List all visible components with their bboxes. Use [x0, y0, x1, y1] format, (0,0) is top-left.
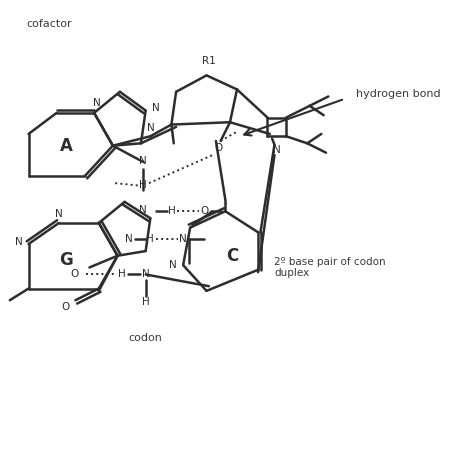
Text: codon: codon — [129, 333, 163, 343]
Text: cofactor: cofactor — [26, 19, 72, 29]
Text: N: N — [273, 146, 281, 155]
Text: H: H — [139, 181, 147, 191]
Text: G: G — [59, 251, 73, 269]
Text: hydrogen bond: hydrogen bond — [356, 89, 441, 99]
Text: O: O — [214, 143, 222, 153]
Text: N: N — [139, 205, 147, 215]
Text: O: O — [70, 270, 79, 280]
Text: N: N — [147, 123, 155, 133]
Text: H: H — [146, 234, 154, 244]
Text: 2º base pair of codon
duplex: 2º base pair of codon duplex — [274, 256, 386, 278]
Text: N: N — [15, 237, 23, 246]
Text: N: N — [139, 155, 147, 165]
Text: N: N — [55, 209, 63, 219]
Text: R1: R1 — [202, 56, 216, 66]
Text: O: O — [61, 302, 69, 312]
Text: N: N — [179, 234, 187, 244]
Text: N: N — [169, 260, 177, 270]
Text: H: H — [142, 297, 149, 307]
Text: N: N — [126, 234, 133, 244]
Text: N: N — [152, 103, 160, 113]
Text: N: N — [92, 99, 100, 109]
Text: H: H — [118, 270, 126, 280]
Text: N: N — [142, 270, 149, 280]
Text: H: H — [167, 206, 175, 216]
Text: O: O — [200, 206, 209, 216]
Text: A: A — [60, 137, 73, 155]
Text: C: C — [226, 247, 238, 265]
